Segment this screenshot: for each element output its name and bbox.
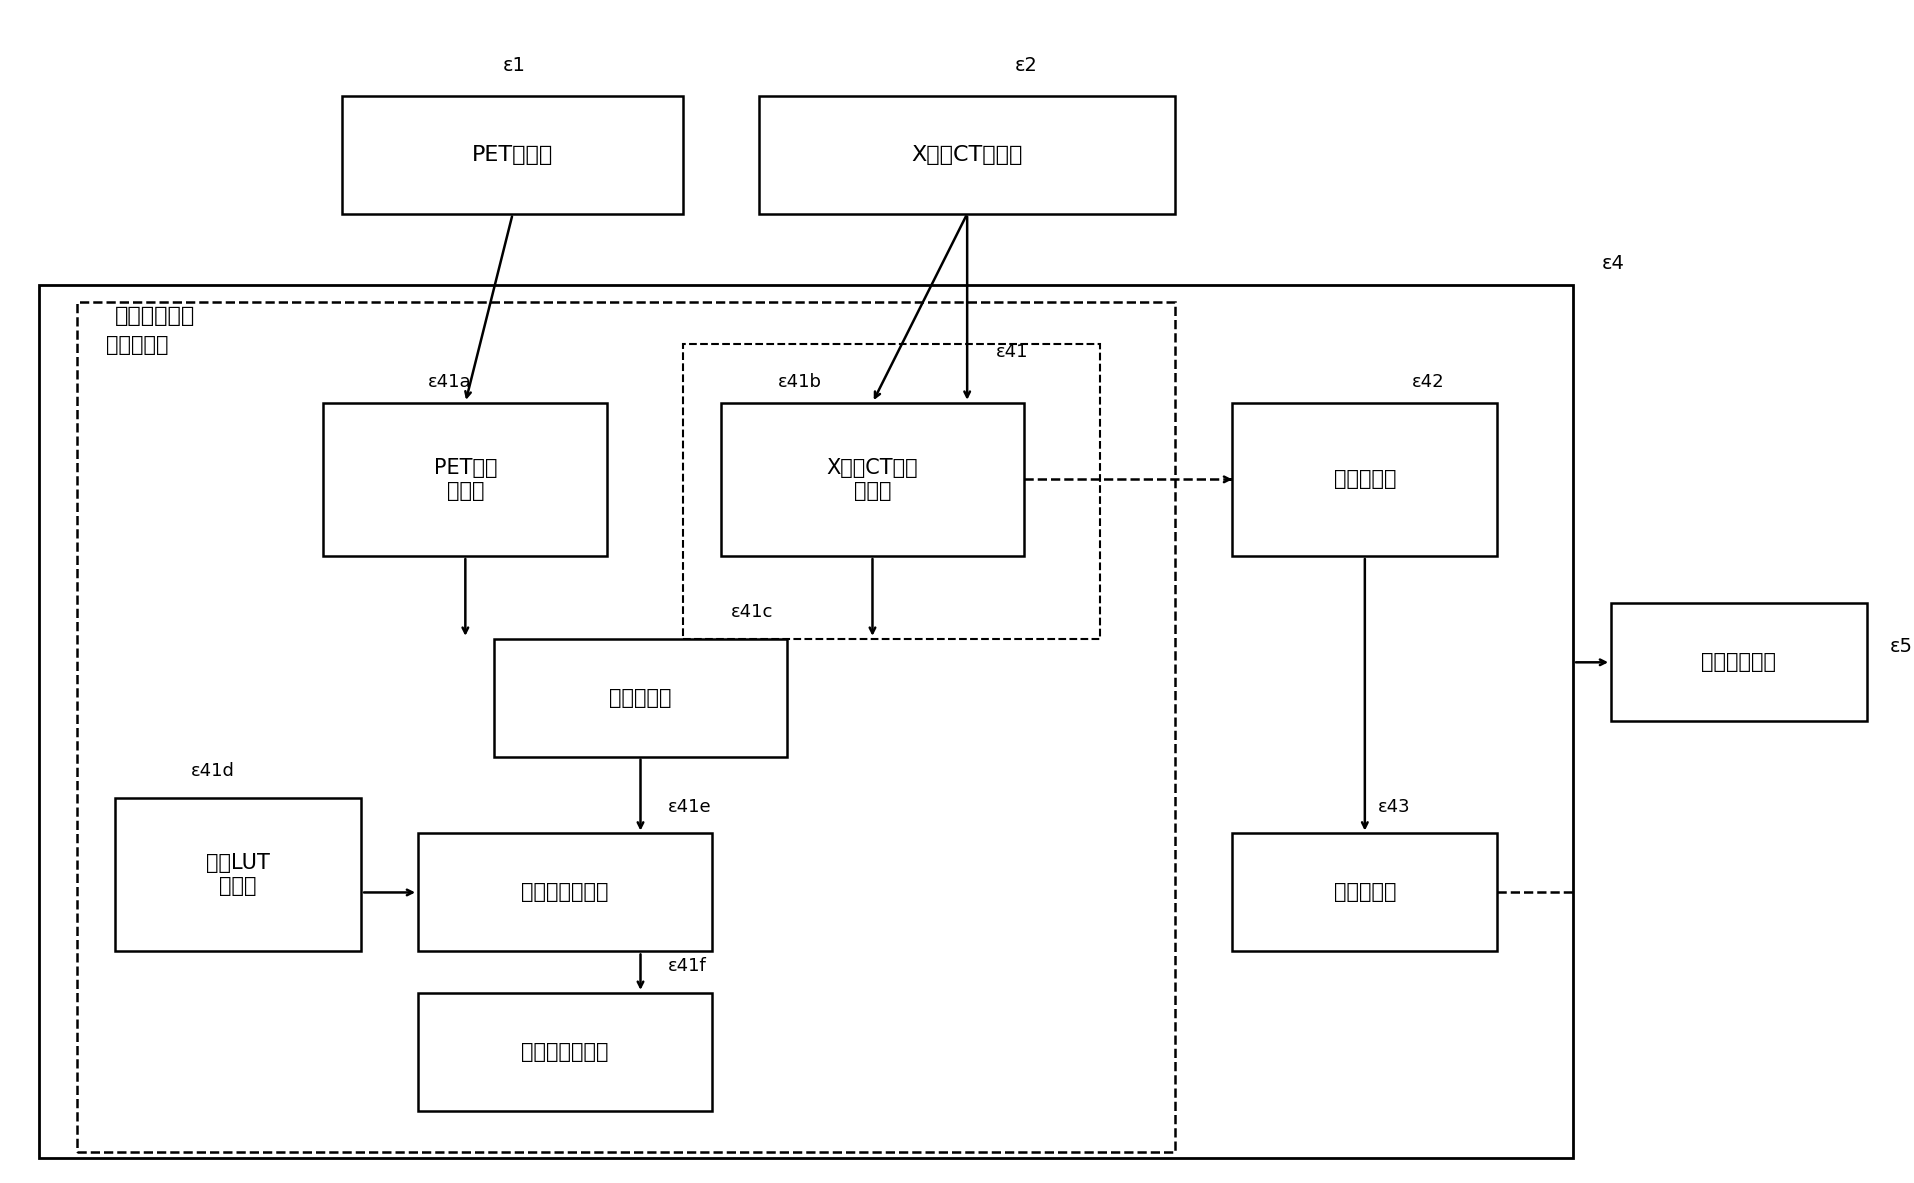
Text: PET扫描仪: PET扫描仪	[473, 144, 553, 164]
Text: 显示控制部: 显示控制部	[1332, 883, 1395, 903]
Text: X射线CT图像
生成部: X射线CT图像 生成部	[827, 458, 919, 500]
Text: 二维LUT
存储部: 二维LUT 存储部	[207, 853, 270, 897]
Text: 输出图像生成部: 输出图像生成部	[521, 883, 609, 903]
Text: ε41c: ε41c	[729, 603, 773, 621]
Text: ε41a: ε41a	[427, 373, 471, 390]
Text: 输入输出装置: 输入输出装置	[1700, 652, 1776, 672]
FancyBboxPatch shape	[494, 639, 787, 757]
FancyBboxPatch shape	[720, 402, 1024, 556]
FancyBboxPatch shape	[343, 96, 683, 214]
FancyBboxPatch shape	[417, 834, 712, 951]
FancyBboxPatch shape	[115, 799, 362, 951]
FancyBboxPatch shape	[1231, 834, 1497, 951]
Text: ε41: ε41	[995, 343, 1028, 361]
FancyBboxPatch shape	[77, 303, 1175, 1152]
Text: ε1: ε1	[503, 56, 526, 75]
Text: ε4: ε4	[1600, 254, 1623, 273]
FancyBboxPatch shape	[417, 993, 712, 1111]
Text: 图像存储部: 图像存储部	[1332, 470, 1395, 490]
Text: ε2: ε2	[1014, 56, 1037, 75]
Text: ε43: ε43	[1378, 797, 1411, 816]
Text: 图像处理部: 图像处理部	[105, 336, 168, 355]
Text: ε5: ε5	[1889, 638, 1912, 657]
Text: 合成图像生成部: 合成图像生成部	[521, 1042, 609, 1062]
FancyBboxPatch shape	[1231, 402, 1497, 556]
Text: ε41b: ε41b	[777, 373, 821, 390]
FancyBboxPatch shape	[40, 285, 1571, 1158]
Text: X射线CT扫描仪: X射线CT扫描仪	[911, 144, 1022, 164]
FancyBboxPatch shape	[323, 402, 607, 556]
Text: 位置对准部: 位置对准部	[609, 687, 672, 707]
Text: ε41f: ε41f	[668, 957, 706, 975]
Text: ε41d: ε41d	[191, 762, 235, 781]
Text: PET图像
生成部: PET图像 生成部	[433, 458, 498, 500]
Text: ε42: ε42	[1411, 373, 1443, 390]
FancyBboxPatch shape	[758, 96, 1175, 214]
Text: ε41e: ε41e	[668, 797, 712, 816]
FancyBboxPatch shape	[1610, 603, 1866, 722]
Text: 数据处理装置: 数据处理装置	[115, 306, 195, 327]
